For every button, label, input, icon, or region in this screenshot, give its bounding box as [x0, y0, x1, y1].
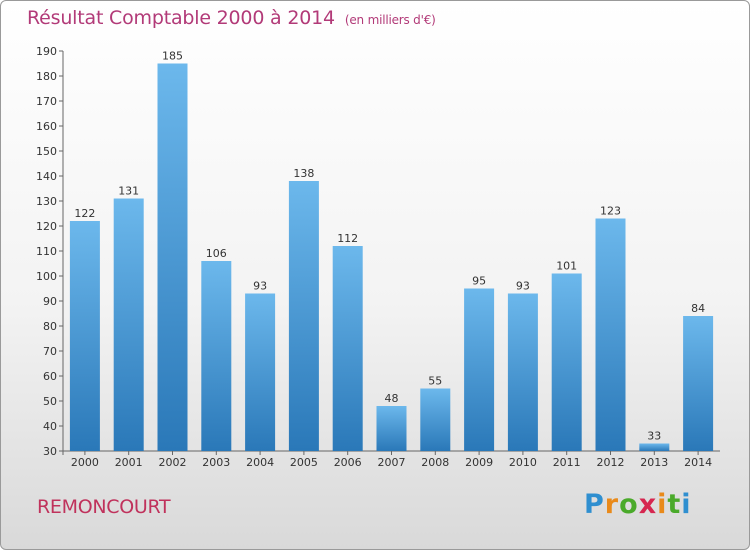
y-tick-label: 170: [36, 95, 57, 108]
y-tick-label: 140: [36, 170, 57, 183]
bar-2001: [113, 198, 144, 451]
data-label-2008: 55: [428, 375, 442, 388]
data-label-2004: 93: [253, 280, 267, 293]
x-tick-label-2005: 2005: [290, 456, 318, 469]
x-tick-label-2001: 2001: [115, 456, 143, 469]
y-tick-label: 30: [43, 445, 57, 458]
y-tick-label: 190: [36, 45, 57, 58]
x-tick-label-2000: 2000: [71, 456, 99, 469]
y-tick-label: 130: [36, 195, 57, 208]
data-label-2003: 106: [206, 247, 227, 260]
data-label-2000: 122: [74, 207, 95, 220]
y-tick-label: 90: [43, 295, 57, 308]
data-label-2010: 93: [516, 280, 530, 293]
y-tick-label: 120: [36, 220, 57, 233]
y-tick-label: 70: [43, 345, 57, 358]
y-tick-label: 110: [36, 245, 57, 258]
data-label-2012: 123: [600, 205, 621, 218]
data-label-2014: 84: [691, 302, 705, 315]
title-text: Résultat Comptable 2000 à 2014: [27, 7, 335, 29]
bar-2014: [683, 316, 714, 451]
bar-2012: [595, 218, 626, 451]
y-tick-label: 150: [36, 145, 57, 158]
bar-2000: [69, 221, 100, 451]
proxiti-logo: Proxiti: [584, 489, 692, 520]
bar-2003: [201, 261, 232, 451]
bars-group: [69, 63, 714, 451]
commune-name: REMONCOURT: [37, 496, 171, 518]
data-label-2007: 48: [385, 392, 399, 405]
x-tick-label-2014: 2014: [684, 456, 712, 469]
labels-group: 122 131 185 106 93 138 112 48 55 95 93 101 123 33 84: [74, 50, 705, 443]
x-tick-label-2009: 2009: [465, 456, 493, 469]
bar-2006: [332, 246, 363, 451]
data-label-2011: 101: [556, 260, 577, 273]
data-label-2002: 185: [162, 50, 183, 63]
bar-2010: [507, 293, 538, 451]
unit-label: (en milliers d'€): [344, 13, 436, 27]
x-tick-label-2008: 2008: [421, 456, 449, 469]
x-tick-label-2002: 2002: [159, 456, 187, 469]
y-tick-label: 50: [43, 395, 57, 408]
bar-2013: [639, 443, 670, 451]
chart-title: Résultat Comptable 2000 à 2014 (en millie…: [27, 7, 436, 29]
bar-2008: [420, 388, 451, 451]
x-tick-label-2013: 2013: [640, 456, 668, 469]
y-tick-label: 180: [36, 70, 57, 83]
y-tick-label: 60: [43, 370, 57, 383]
data-label-2001: 131: [118, 185, 139, 198]
x-tick-label-2004: 2004: [246, 456, 274, 469]
x-tick-label-2006: 2006: [334, 456, 362, 469]
bar-2007: [376, 406, 407, 451]
x-tick-label-2007: 2007: [378, 456, 406, 469]
bar-2002: [157, 63, 188, 451]
bar-2004: [245, 293, 276, 451]
data-label-2013: 33: [647, 430, 661, 443]
x-tick-label-2011: 2011: [553, 456, 581, 469]
data-label-2005: 138: [293, 167, 314, 180]
x-tick-label-2003: 2003: [202, 456, 230, 469]
bar-2005: [288, 181, 319, 451]
y-tick-label: 80: [43, 320, 57, 333]
y-tick-label: 40: [43, 420, 57, 433]
data-label-2009: 95: [472, 275, 486, 288]
y-tick-label: 160: [36, 120, 57, 133]
y-tick-label: 100: [36, 270, 57, 283]
bar-2011: [551, 273, 582, 451]
data-label-2006: 112: [337, 232, 358, 245]
x-tick-label-2010: 2010: [509, 456, 537, 469]
x-tick-label-2012: 2012: [597, 456, 625, 469]
bar-2009: [464, 288, 495, 451]
